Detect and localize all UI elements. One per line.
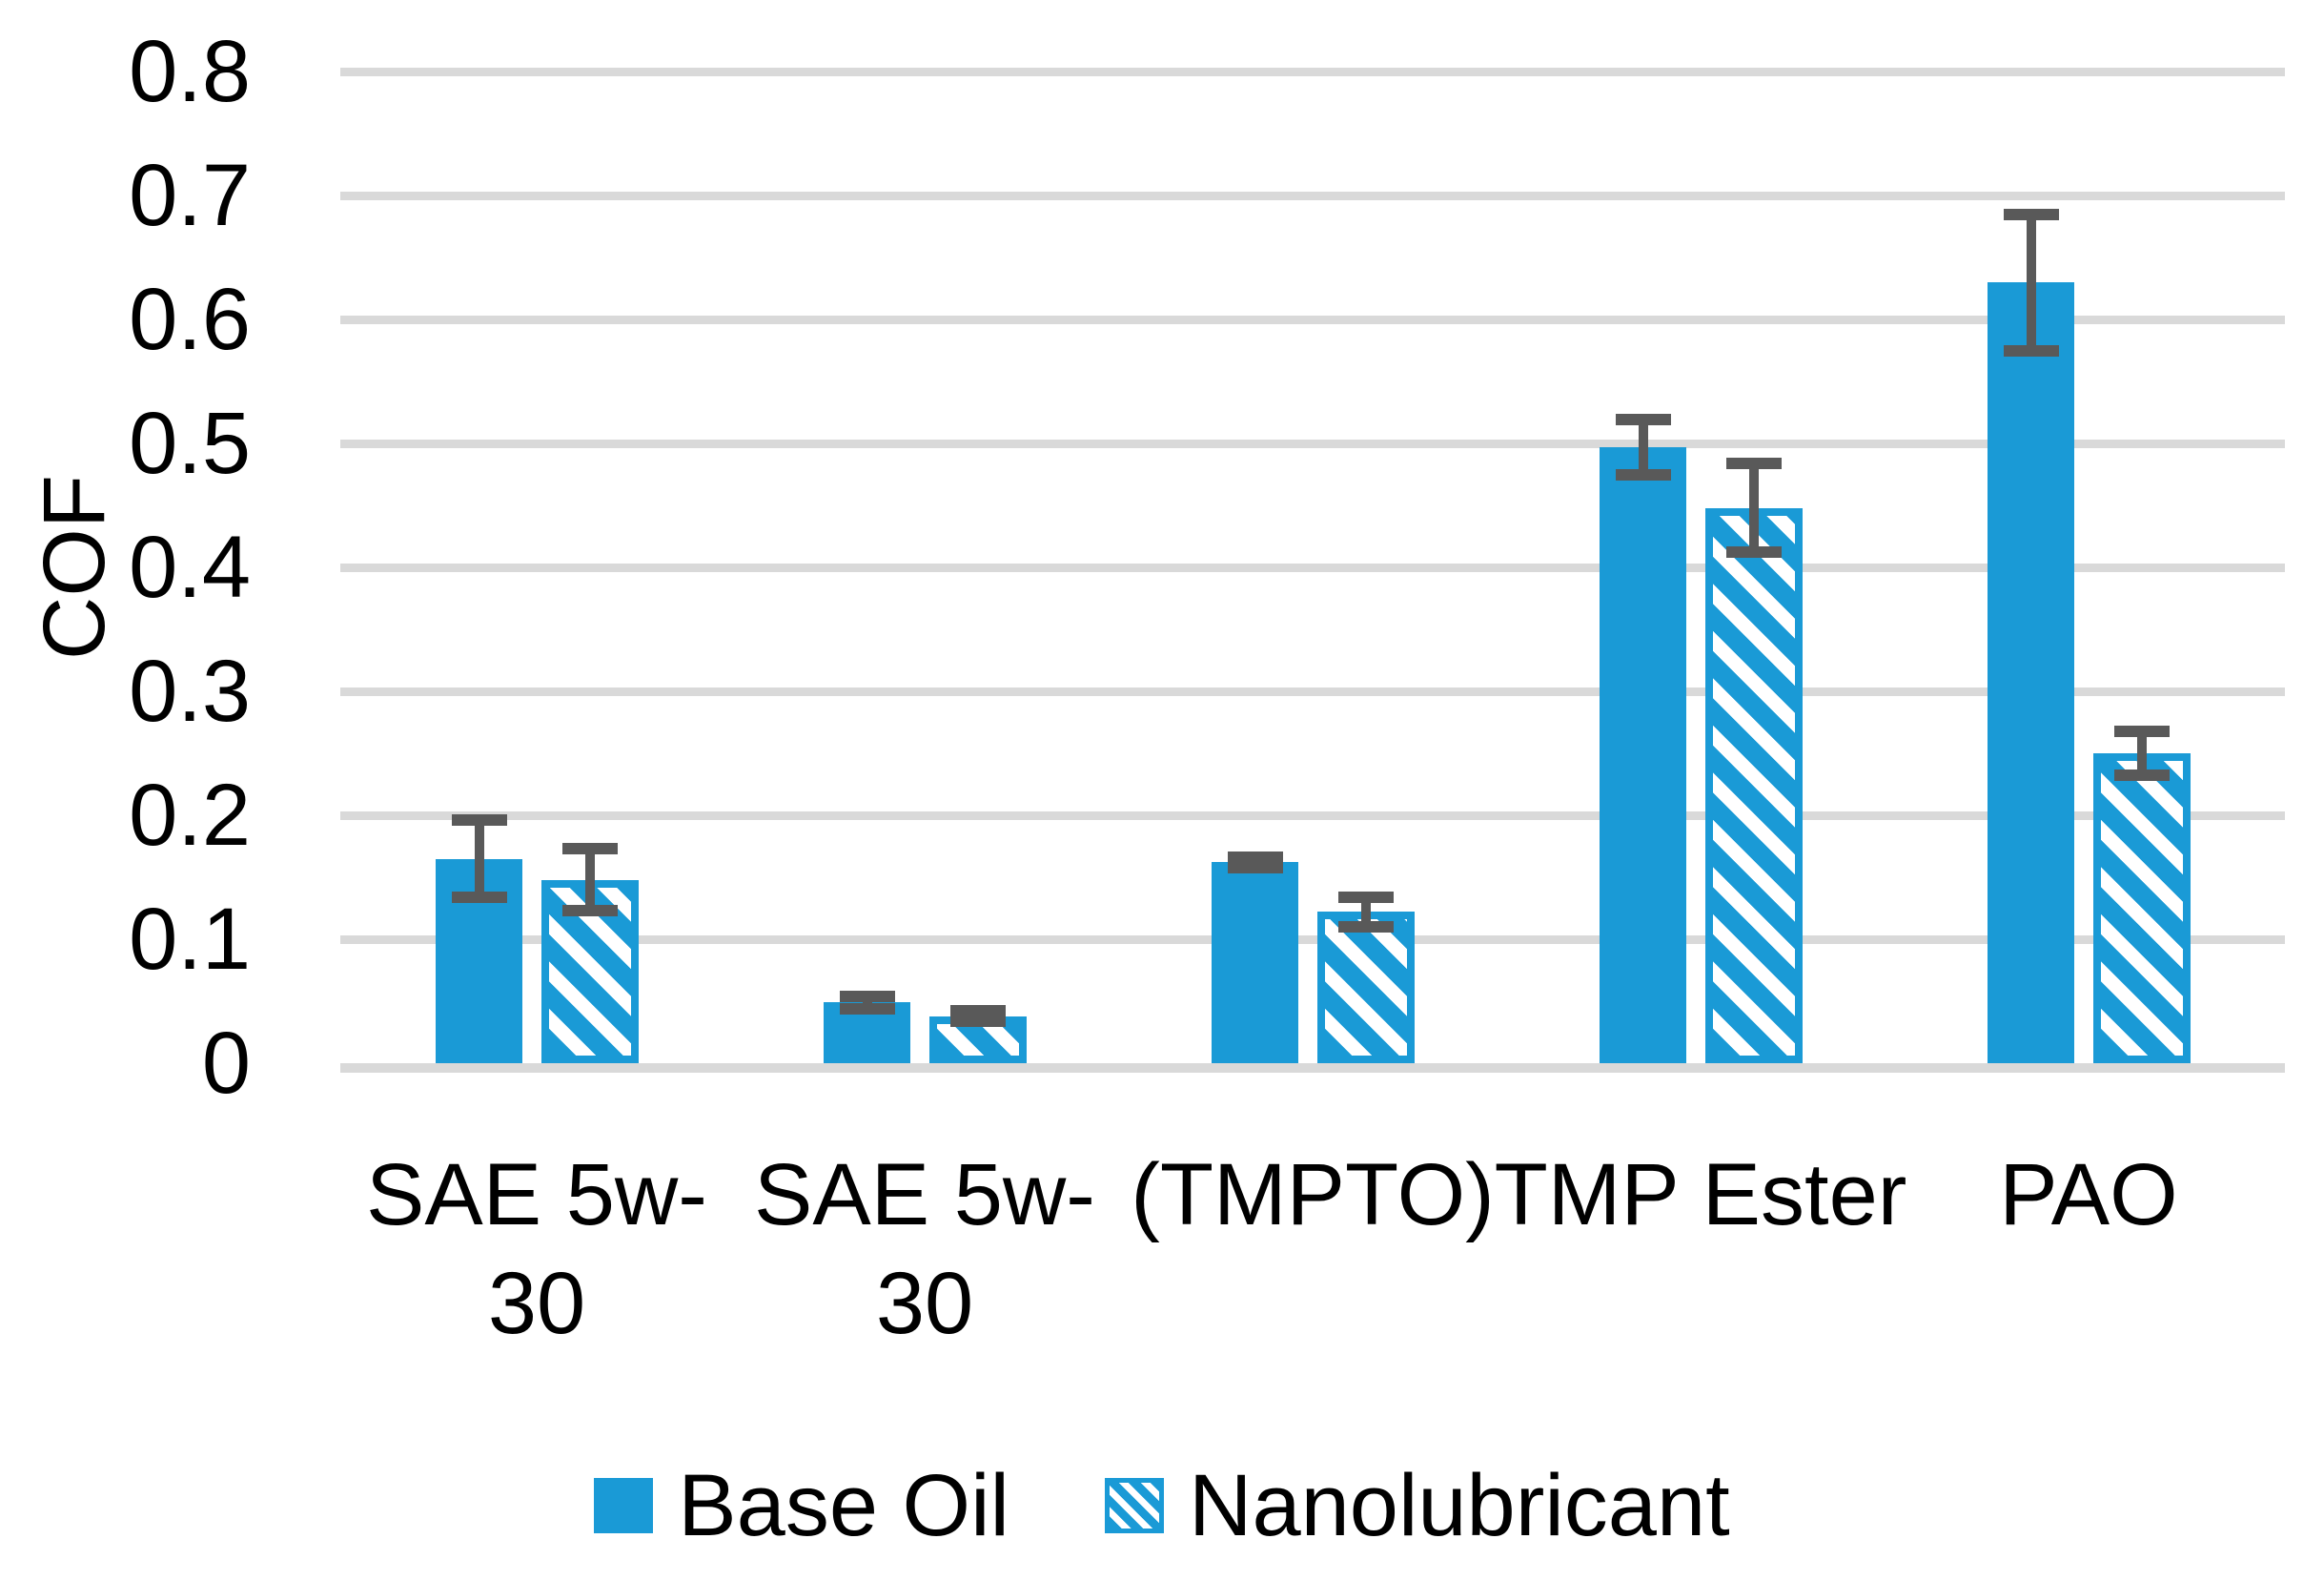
error-bar-line	[2026, 214, 2036, 351]
legend-label-nanolubricant: Nanolubricant	[1189, 1457, 1730, 1554]
error-bar-cap-bottom	[1338, 921, 1394, 933]
y-tick-label: 0.7	[129, 147, 251, 244]
y-tick-label: 0	[201, 1015, 251, 1112]
gridline	[340, 563, 2285, 572]
error-bar-line	[1361, 896, 1371, 927]
error-bar-cap-bottom	[1615, 468, 1671, 481]
legend-swatch-hatched	[1105, 1478, 1164, 1533]
error-bar-cap-bottom	[2114, 769, 2170, 782]
legend-item-base-oil: Base Oil	[594, 1455, 1009, 1556]
x-axis-line	[340, 1063, 2285, 1073]
error-bar-line	[474, 820, 484, 897]
gridline	[340, 315, 2285, 324]
x-axis-label-2: SAE 5w- 30	[705, 1140, 1144, 1358]
error-bar-cap-bottom	[2003, 344, 2059, 357]
y-tick-label: 0.3	[129, 643, 251, 740]
x-axis-label-line: TMP Ester	[1494, 1146, 1907, 1243]
x-axis-label-line: SAE 5w-	[366, 1146, 707, 1243]
x-axis-label-line: PAO	[1999, 1146, 2178, 1243]
bar-nanolubricant-1	[541, 879, 639, 1063]
error-bar-line	[1638, 420, 1648, 475]
bar-nanolubricant-5	[2093, 753, 2191, 1063]
error-bar-cap-top	[839, 990, 895, 1002]
bar-nanolubricant-3	[1317, 912, 1415, 1063]
error-bar-cap-bottom	[839, 1002, 895, 1015]
gridline	[340, 439, 2285, 448]
bar-base-oil-5	[1988, 282, 2074, 1063]
error-bar-cap-top	[1227, 852, 1283, 864]
x-axis-label-line: SAE 5w-	[754, 1146, 1095, 1243]
legend-swatch-solid	[594, 1478, 654, 1533]
x-axis-label-3: (TMPTO)	[1093, 1140, 1532, 1249]
error-bar-cap-top	[562, 843, 618, 855]
y-tick-label: 0.4	[129, 519, 251, 616]
x-axis-label-line: (TMPTO)	[1131, 1146, 1495, 1243]
gridline	[340, 687, 2285, 696]
error-bar-line	[585, 849, 595, 912]
error-bar-cap-top	[1615, 414, 1671, 426]
x-axis-label-5: PAO	[1869, 1140, 2308, 1249]
x-axis-label-line: 30	[875, 1255, 974, 1352]
error-bar-cap-top	[451, 814, 507, 827]
y-tick-label: 0.8	[129, 23, 251, 120]
x-axis-label-4: TMP Ester	[1481, 1140, 1920, 1249]
y-tick-label: 0.1	[129, 891, 251, 988]
x-axis-label-line: 30	[487, 1255, 586, 1352]
gridline	[340, 934, 2285, 944]
bar-nanolubricant-4	[1705, 507, 1803, 1063]
y-tick-label: 0.6	[129, 271, 251, 368]
error-bar-cap-top	[1338, 891, 1394, 903]
error-bar-cap-bottom	[1227, 861, 1283, 873]
error-bar-cap-bottom	[562, 905, 618, 917]
error-bar-cap-top	[1726, 457, 1782, 469]
error-bar-line	[2137, 730, 2147, 776]
legend-label-base-oil: Base Oil	[678, 1457, 1009, 1554]
error-bar-line	[862, 995, 872, 1009]
error-bar-cap-top	[950, 1005, 1006, 1017]
gridline	[340, 191, 2285, 200]
error-bar-cap-bottom	[1726, 546, 1782, 559]
error-bar-cap-bottom	[451, 891, 507, 903]
gridline	[340, 67, 2285, 76]
legend: Base Oil Nanolubricant	[0, 1455, 2324, 1556]
error-bar-cap-top	[2003, 208, 2059, 220]
gridline	[340, 811, 2285, 820]
legend-item-nanolubricant: Nanolubricant	[1105, 1455, 1730, 1556]
bar-base-oil-3	[1212, 862, 1298, 1063]
y-tick-label: 0.5	[129, 395, 251, 492]
bar-base-oil-4	[1600, 446, 1686, 1063]
error-bar-cap-bottom	[950, 1015, 1006, 1027]
error-bar-line	[1749, 462, 1759, 553]
x-axis-label-1: SAE 5w- 30	[317, 1140, 756, 1358]
y-tick-label: 0.2	[129, 767, 251, 864]
error-bar-cap-top	[2114, 725, 2170, 737]
